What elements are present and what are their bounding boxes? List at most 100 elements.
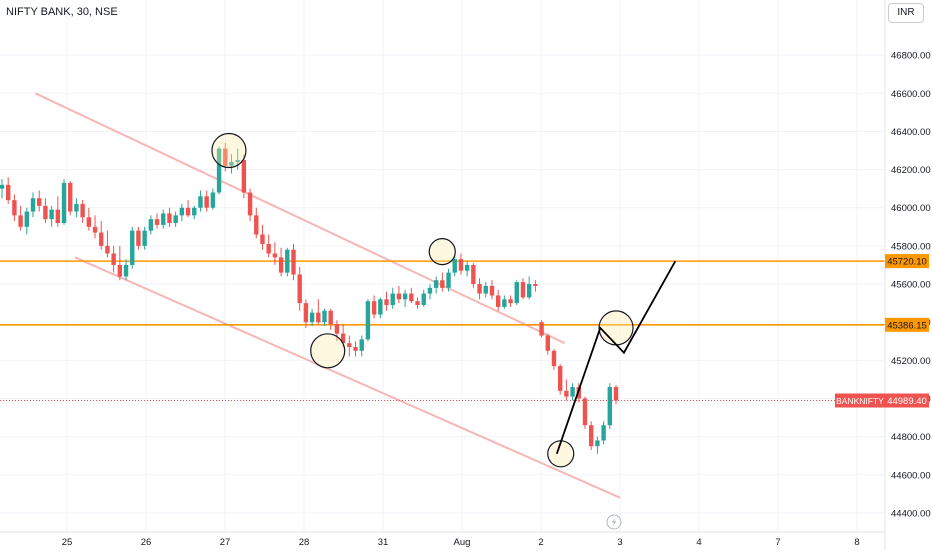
candle: [148, 215, 154, 235]
candle-body: [533, 284, 538, 286]
candle-body: [464, 264, 470, 271]
candle: [601, 421, 606, 445]
candle-body: [502, 299, 507, 307]
candle-body: [278, 257, 284, 273]
swing-circle[interactable]: [428, 238, 456, 266]
candle: [92, 215, 98, 239]
candle: [322, 308, 327, 326]
candle-body: [0, 184, 5, 189]
candle-body: [204, 196, 209, 208]
candle-body: [55, 209, 61, 223]
candle: [384, 291, 389, 311]
y-tick-label: 46000.00: [891, 203, 931, 214]
candle: [309, 308, 315, 326]
candle-body: [167, 213, 172, 223]
candle-body: [142, 230, 147, 246]
candle-body: [613, 387, 619, 401]
candle: [241, 154, 247, 199]
candle: [43, 198, 48, 223]
swing-circle[interactable]: [310, 333, 346, 369]
candle-body: [179, 207, 185, 216]
horizontal-levels[interactable]: [0, 260, 885, 326]
candle: [582, 396, 588, 429]
projection-path[interactable]: [555, 260, 677, 455]
candle-body: [241, 160, 247, 193]
candle: [526, 276, 532, 300]
candle-body: [285, 249, 290, 273]
candle: [105, 230, 110, 258]
y-tick-label: 46800.00: [891, 51, 931, 62]
candle: [607, 383, 612, 429]
candle-body: [588, 425, 594, 447]
candle-body: [117, 264, 123, 277]
swing-circle[interactable]: [598, 310, 634, 346]
candle-body: [229, 161, 234, 166]
lightning-icon[interactable]: [606, 514, 622, 530]
currency-button[interactable]: INR: [888, 3, 924, 23]
candle-body: [359, 339, 364, 351]
candle: [173, 211, 178, 227]
channel-line-upper[interactable]: [34, 92, 566, 345]
swing-circle[interactable]: [211, 132, 247, 169]
candle-body: [43, 205, 48, 220]
candle: [477, 278, 482, 300]
candle-body: [539, 322, 544, 336]
candle-body: [173, 215, 178, 223]
candle: [136, 226, 141, 250]
candle-body: [303, 303, 309, 323]
price-axis[interactable]: 44400.0044600.0044800.0045000.0045200.00…: [884, 0, 931, 550]
projection-line[interactable]: [555, 260, 677, 455]
candle: [210, 188, 216, 210]
swing-circles[interactable]: [211, 132, 634, 468]
candle: [353, 341, 358, 357]
candle: [154, 213, 160, 229]
candle: [396, 285, 402, 304]
candle: [570, 383, 575, 401]
candle-body: [520, 282, 526, 298]
candle: [303, 299, 309, 328]
candle-body: [272, 253, 278, 258]
time-axis[interactable]: 25 26 27 28 31 Aug 2 3 4 7 8: [0, 531, 885, 548]
y-tick-label: 46600.00: [891, 89, 931, 100]
x-tick-label: 7: [775, 537, 780, 548]
candle: [117, 245, 123, 281]
candle: [427, 284, 433, 300]
candle: [49, 205, 54, 227]
channel-line-lower[interactable]: [74, 256, 621, 499]
candle-body: [328, 310, 333, 325]
last-price-tag-label: 44989.40: [887, 396, 927, 407]
candle-body: [297, 274, 302, 304]
candle-body: [601, 425, 606, 441]
candle-body: [223, 148, 228, 166]
level-tag: [885, 317, 929, 332]
candle: [495, 289, 501, 311]
candle: [229, 154, 234, 174]
price-tags: 45720.10 45386.15 BANKNIFTY 44989.40: [835, 254, 929, 408]
candle: [452, 255, 457, 277]
candle: [266, 234, 271, 258]
candle: [464, 261, 470, 277]
candle-body: [427, 287, 433, 294]
candle-body: [396, 293, 402, 300]
trend-channel[interactable]: [34, 92, 621, 499]
candle-body: [340, 333, 346, 344]
candle-body: [570, 387, 575, 397]
x-tick-label: 31: [378, 537, 389, 548]
candle-body: [86, 217, 92, 227]
candle: [18, 205, 23, 231]
candle: [551, 348, 557, 370]
candle-body: [607, 387, 612, 426]
candle: [409, 287, 414, 304]
y-tick-label: 45800.00: [891, 241, 931, 252]
candle: [502, 295, 507, 309]
candle: [533, 280, 538, 292]
candle-body: [322, 310, 327, 323]
candle-body: [347, 343, 352, 347]
candle: [514, 280, 519, 306]
candle-body: [421, 293, 426, 306]
candle-body: [254, 215, 259, 235]
candle: [471, 263, 476, 288]
x-tick-label: 3: [617, 537, 622, 548]
